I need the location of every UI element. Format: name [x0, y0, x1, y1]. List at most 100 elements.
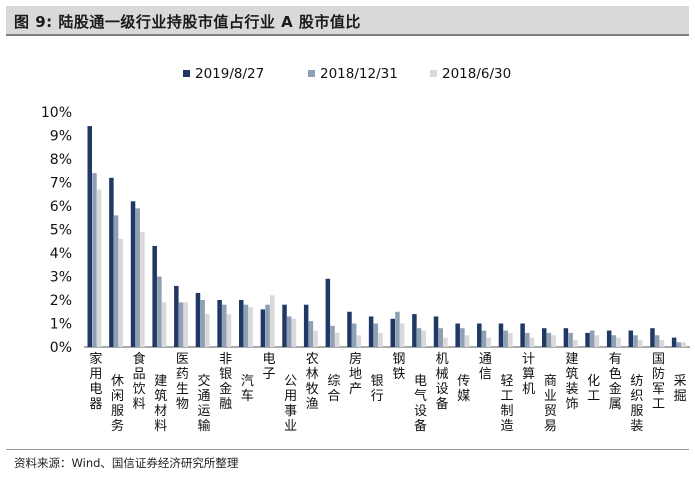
bar-2-2: [113, 215, 119, 347]
bar-3-28: [681, 342, 686, 347]
bar-1-25: [606, 330, 612, 347]
bar-2-3: [135, 208, 140, 347]
bar-1-28: [671, 337, 677, 347]
x-tick-label: 汽车: [241, 374, 254, 404]
bar-3-3: [140, 231, 145, 347]
bar-1-9: [260, 309, 266, 347]
bar-2-23: [568, 332, 573, 347]
bar-2-10: [286, 316, 292, 347]
bar-1-12: [325, 278, 331, 347]
y-tick-label: 3%: [50, 270, 72, 286]
x-tick-label: 轻工制造: [501, 374, 514, 434]
bar-1-22: [542, 328, 547, 347]
bar-3-27: [659, 339, 665, 347]
bar-3-20: [508, 332, 513, 347]
bar-1-26: [628, 330, 634, 347]
bar-3-17: [443, 337, 448, 347]
bar-2-4: [157, 276, 162, 347]
x-tick-label: 传媒: [457, 374, 470, 404]
bar-1-13: [347, 311, 352, 347]
bar-3-7: [226, 314, 232, 347]
x-tick-label: 公用事业: [284, 374, 297, 434]
bar-3-22: [551, 335, 556, 347]
bar-2-1: [92, 173, 97, 347]
y-tick-label: 9%: [50, 129, 72, 145]
bar-1-27: [650, 328, 655, 347]
y-tick-label: 10%: [41, 105, 72, 121]
bar-2-5: [178, 302, 184, 347]
bar-2-24: [589, 330, 595, 347]
x-tick-label: 银行: [371, 374, 384, 404]
x-tick-label: 化工: [587, 374, 600, 404]
y-tick-label: 8%: [50, 152, 72, 168]
x-tick-label: 医药生物: [176, 352, 189, 412]
bar-2-16: [416, 328, 422, 347]
source-note: 资料来源：Wind、国信证券经济研究所整理: [14, 456, 239, 470]
bar-1-15: [390, 318, 395, 347]
bar-2-13: [351, 323, 357, 347]
bar-2-25: [611, 335, 617, 347]
bar-1-18: [455, 323, 460, 347]
x-tick-label: 通信: [479, 352, 492, 382]
legend-label-3: 2018/6/30: [442, 66, 511, 82]
x-tick-label: 纺织服装: [630, 374, 643, 434]
bar-3-5: [183, 302, 188, 347]
bar-1-7: [217, 300, 222, 347]
legend-swatch-1: [183, 70, 190, 77]
bar-3-15: [399, 323, 405, 347]
bar-1-21: [520, 323, 525, 347]
x-tick-label: 钢铁: [392, 352, 405, 382]
bar-1-10: [282, 304, 287, 347]
y-tick-label: 0%: [50, 340, 72, 356]
bar-3-8: [248, 307, 253, 347]
y-tick-label: 7%: [50, 176, 72, 192]
bar-1-14: [368, 316, 374, 347]
x-tick-label: 交通运输: [198, 373, 211, 434]
bar-2-21: [525, 332, 530, 347]
bar-3-9: [270, 295, 275, 347]
bar-2-8: [243, 304, 249, 347]
y-tick-label: 1%: [50, 317, 72, 333]
bar-3-21: [529, 337, 535, 347]
bar-3-12: [334, 332, 340, 347]
bar-2-27: [654, 335, 660, 347]
bar-2-9: [265, 304, 270, 347]
bottom-divider: [6, 449, 689, 450]
bar-2-26: [633, 335, 638, 347]
bar-3-14: [378, 332, 383, 347]
x-tick-label: 农林牧渔: [306, 352, 319, 412]
bar-1-2: [109, 177, 114, 347]
bar-1-19: [477, 323, 482, 347]
y-tick-label: 5%: [50, 223, 72, 239]
bar-3-11: [313, 330, 318, 347]
bar-2-17: [438, 328, 443, 347]
y-tick-label: 6%: [50, 199, 72, 215]
bar-2-28: [676, 342, 682, 347]
x-tick-label: 食品饮料: [133, 351, 146, 412]
bar-3-23: [573, 339, 578, 347]
bar-3-18: [464, 335, 470, 347]
bar-3-10: [291, 318, 297, 347]
x-tick-label: 商业贸易: [544, 374, 557, 434]
bar-3-13: [356, 335, 362, 347]
bar-3-16: [421, 330, 427, 347]
bar-1-17: [433, 316, 439, 347]
bar-3-4: [161, 302, 167, 347]
x-tick-label: 电气设备: [414, 374, 427, 434]
bar-2-14: [373, 323, 379, 347]
figure-title: 图 9: 陆股通一级行业持股市值占行业 A 股市值比: [14, 13, 361, 31]
legend-label-1: 2019/8/27: [195, 66, 264, 82]
bar-2-7: [222, 304, 227, 347]
bar-1-20: [498, 323, 504, 347]
x-tick-label: 有色金属: [609, 352, 622, 412]
bar-1-1: [87, 126, 92, 347]
bar-2-19: [481, 330, 487, 347]
x-tick-label: 电子: [262, 352, 275, 382]
x-tick-label: 非银金融: [219, 352, 232, 412]
bar-3-24: [594, 335, 600, 347]
bar-1-16: [412, 314, 417, 347]
bar-2-12: [330, 325, 335, 347]
bar-3-19: [486, 337, 491, 347]
figure-title-bar: 图 9: 陆股通一级行业持股市值占行业 A 股市值比: [6, 6, 689, 36]
bar-3-2: [118, 238, 124, 347]
